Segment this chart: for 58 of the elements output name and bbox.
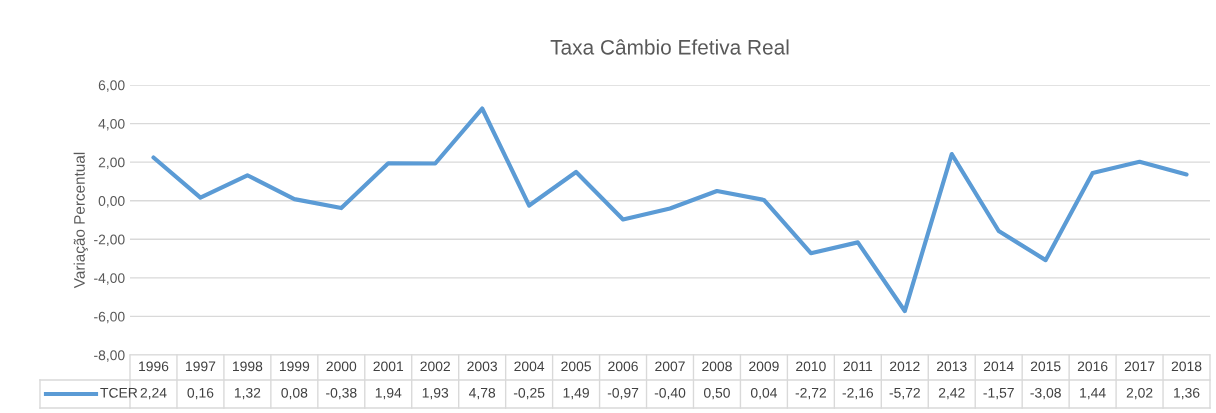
data-label: 0,04 — [750, 387, 778, 400]
x-tick-label: 2014 — [983, 361, 1014, 372]
x-tick-label: 1998 — [233, 361, 263, 372]
y-tick-label: -4,00 — [94, 273, 125, 285]
data-label: 1,93 — [422, 387, 449, 400]
x-tick-label: 2013 — [936, 361, 967, 372]
x-tick-label: 2010 — [796, 361, 826, 372]
y-tick-label: -2,00 — [94, 234, 125, 247]
x-tick-label: 2017 — [1124, 361, 1155, 372]
data-label: 2,24 — [140, 387, 167, 400]
x-tick-label: 2007 — [655, 361, 685, 372]
data-label: -5,72 — [889, 387, 920, 400]
x-tick-label: 1999 — [279, 361, 310, 372]
line-series — [151, 106, 1189, 314]
data-label: 1,36 — [1174, 387, 1200, 400]
x-tick-label: 2015 — [1030, 361, 1061, 372]
data-label: -2,16 — [842, 387, 874, 400]
x-tick-label: 2003 — [467, 361, 498, 372]
data-label: -3,08 — [1030, 387, 1061, 400]
x-tick-label: 2008 — [702, 361, 732, 372]
y-tick-label: 6,00 — [98, 80, 125, 92]
y-tick-label: 0,00 — [98, 196, 125, 208]
data-label: 2,02 — [1126, 387, 1153, 400]
y-axis-title: Variação Percentual — [73, 152, 88, 289]
data-label: -0,97 — [607, 387, 639, 400]
x-tick-label: 2009 — [749, 361, 779, 372]
data-label: 0,08 — [281, 387, 308, 400]
y-tick-label: 2,00 — [98, 157, 125, 169]
x-tick-label: 2002 — [420, 361, 450, 372]
y-tick-label: 4,00 — [98, 118, 125, 131]
legend-label: TCER — [100, 387, 138, 398]
data-label: -0,40 — [654, 387, 686, 400]
data-label: -0,38 — [326, 387, 357, 400]
chart-title: Taxa Câmbio Efetiva Real — [550, 39, 789, 55]
x-tick-label: 2016 — [1077, 361, 1108, 372]
data-label: 4,78 — [468, 387, 496, 400]
data-label: 2,42 — [938, 387, 965, 400]
y-tick-label: -6,00 — [94, 311, 125, 324]
data-label: 1,49 — [563, 387, 589, 400]
x-tick-label: 1997 — [186, 361, 216, 372]
x-tick-label: 2006 — [608, 361, 638, 372]
data-label: 0,16 — [187, 387, 214, 400]
data-label: -1,57 — [983, 388, 1014, 400]
y-tick-label: -8,00 — [94, 350, 125, 362]
data-label: 1,44 — [1080, 388, 1106, 400]
x-tick-label: 2004 — [514, 361, 545, 372]
data-label: 0,50 — [703, 387, 730, 400]
x-tick-label: 1996 — [139, 361, 169, 372]
x-tick-label: 2000 — [326, 361, 357, 372]
data-label: -0,25 — [513, 387, 545, 400]
data-label: 1,94 — [375, 387, 402, 400]
x-tick-label: 2012 — [890, 361, 920, 372]
x-tick-label: 2005 — [561, 361, 591, 372]
x-tick-label: 2001 — [373, 361, 404, 372]
data-label: -2,72 — [795, 387, 826, 400]
data-label: 1,32 — [234, 387, 261, 400]
x-tick-label: 2011 — [843, 361, 873, 372]
x-tick-label: 2018 — [1171, 361, 1202, 372]
